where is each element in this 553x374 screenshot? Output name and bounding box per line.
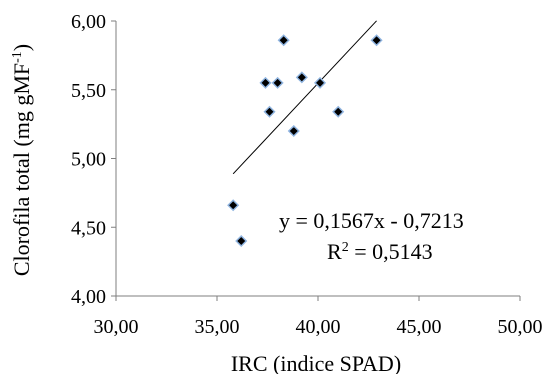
x-tick-label: 40,00 bbox=[296, 316, 341, 338]
x-axis-title: IRC (indice SPAD) bbox=[231, 351, 401, 374]
data-point bbox=[370, 34, 383, 47]
r-squared-prefix: R bbox=[327, 239, 342, 264]
data-point bbox=[263, 105, 276, 118]
data-point bbox=[313, 76, 327, 89]
regression-equation: y = 0,1567x - 0,7213 bbox=[279, 208, 464, 233]
data-point bbox=[277, 34, 290, 47]
r-squared-value: = 0,5143 bbox=[349, 239, 433, 264]
y-tick-marks bbox=[111, 20, 116, 297]
y-tick-label: 4,00 bbox=[71, 286, 106, 308]
r-squared: R2 = 0,5143 bbox=[327, 239, 433, 264]
data-point bbox=[287, 124, 300, 138]
data-point bbox=[295, 71, 308, 84]
y-axis-title: Clorofila total (mg gMF-1) bbox=[9, 44, 34, 276]
data-point bbox=[259, 76, 272, 89]
y-tick-label: 5,50 bbox=[71, 80, 106, 102]
data-points bbox=[227, 34, 383, 248]
x-tick-label: 45,00 bbox=[397, 316, 442, 338]
y-axis-title-main: Clorofila total (mg gMF bbox=[9, 63, 34, 276]
y-axis-title-close: ) bbox=[9, 44, 34, 51]
x-tick-marks bbox=[115, 296, 521, 301]
x-tick-labels: 30,00 35,00 40,00 45,00 50,00 bbox=[94, 316, 543, 338]
x-tick-label: 35,00 bbox=[195, 316, 240, 338]
x-tick-label: 30,00 bbox=[94, 316, 139, 338]
data-point bbox=[271, 76, 284, 89]
x-tick-label: 50,00 bbox=[498, 316, 543, 338]
y-tick-labels: 4,00 4,50 5,00 5,50 6,00 bbox=[71, 11, 106, 308]
data-point bbox=[227, 199, 240, 212]
data-point bbox=[332, 105, 345, 118]
r-squared-superscript: 2 bbox=[342, 240, 349, 255]
y-tick-label: 4,50 bbox=[71, 217, 106, 239]
y-tick-label: 6,00 bbox=[71, 11, 106, 33]
data-point bbox=[235, 234, 248, 248]
y-axis-title-superscript: -1 bbox=[10, 51, 25, 63]
trendline bbox=[232, 20, 377, 175]
y-tick-label: 5,00 bbox=[71, 149, 106, 171]
